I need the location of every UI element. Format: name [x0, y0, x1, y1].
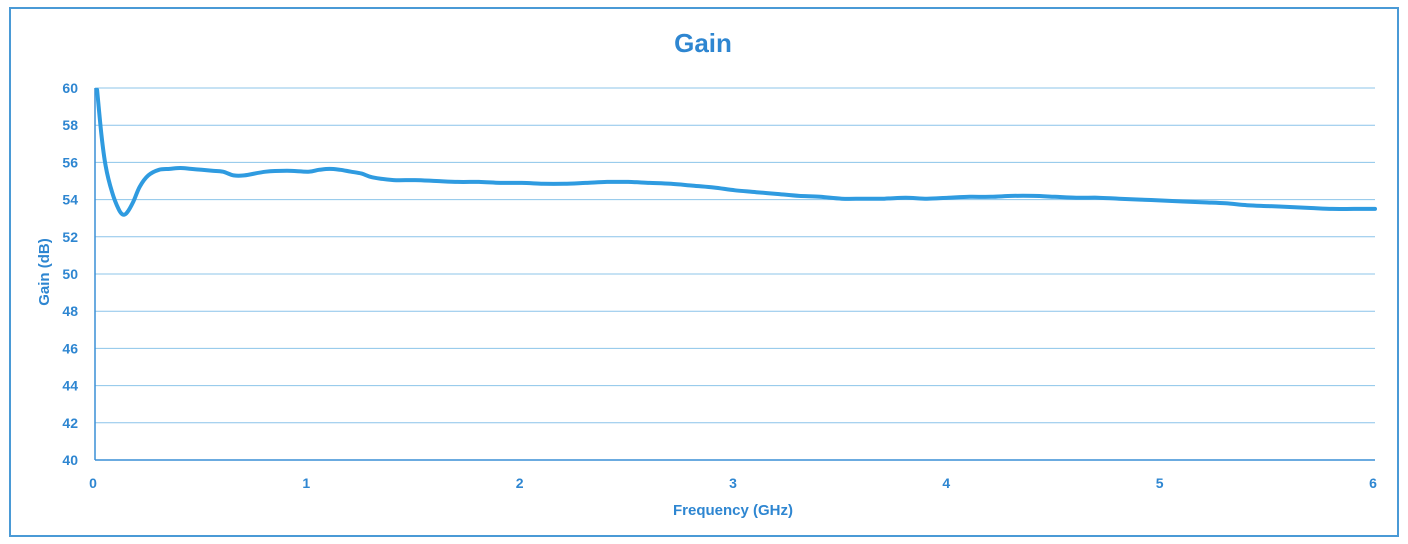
y-tick-label: 56: [62, 154, 78, 170]
axes: [94, 88, 1375, 461]
gain-series-line: [95, 87, 1377, 217]
y-tick-label: 50: [62, 266, 78, 282]
y-tick-label: 40: [62, 452, 78, 468]
y-tick-label: 58: [62, 117, 78, 133]
y-tick-label: 48: [62, 303, 78, 319]
x-axis-label: Frequency (GHz): [673, 502, 793, 519]
y-tick-label: 46: [62, 340, 78, 356]
y-axis-label: Gain (dB): [36, 238, 53, 306]
y-tick-label: 60: [62, 80, 78, 96]
chart-title: Gain: [674, 28, 732, 58]
x-tick-label: 5: [1156, 475, 1164, 491]
y-tick-label: 42: [62, 415, 78, 431]
x-tick-label: 1: [302, 475, 310, 491]
x-tick-label: 0: [89, 475, 97, 491]
x-tick-label: 3: [729, 475, 737, 491]
y-tick-label: 54: [62, 192, 78, 208]
y-tick-label: 52: [62, 229, 78, 245]
chart-frame: [9, 7, 1399, 537]
x-tick-label: 6: [1369, 475, 1377, 491]
series-layer: [95, 87, 1377, 217]
y-tick-label: 44: [62, 378, 78, 394]
grid-lines: [95, 87, 1375, 424]
x-tick-label: 4: [942, 475, 950, 491]
x-tick-label: 2: [516, 475, 524, 491]
